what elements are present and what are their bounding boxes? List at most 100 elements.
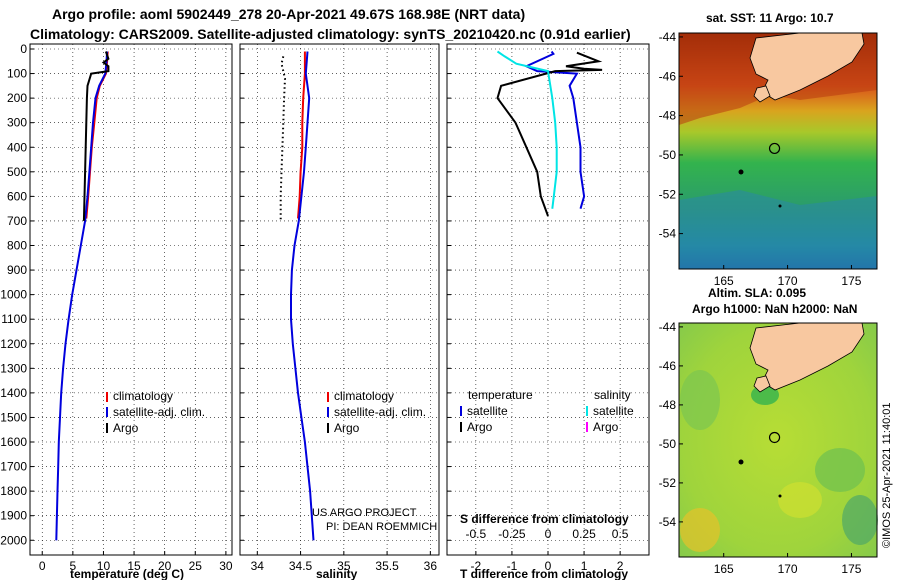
value-tick-label: 0 — [39, 559, 46, 573]
value-tick-label: -1 — [507, 559, 518, 573]
salinity-axis-label: salinity — [316, 567, 358, 580]
value-tick-label: 36 — [424, 559, 438, 573]
salinity-panel: 34 34.5 35 35.5 36 salinity climatology sate… — [239, 43, 440, 580]
lon-tick-label: 165 — [714, 274, 734, 288]
series-satellite-adj-clim- — [290, 51, 315, 541]
depth-tick-label: 900 — [7, 263, 27, 277]
depth-tick-label: 100 — [7, 67, 27, 81]
legend-salinity-head: salinity — [594, 388, 631, 402]
legend-argo-2: Argo — [334, 421, 360, 435]
depth-tick-label: 1400 — [0, 386, 27, 400]
legend-satellite-adj-2: satellite-adj. clim. — [334, 405, 426, 419]
legend-s-argo: Argo — [593, 420, 619, 434]
lat-tick-label: -46 — [659, 69, 677, 83]
stewart-island — [753, 85, 771, 103]
lat-tick-label: -50 — [659, 437, 677, 451]
depth-tick-label: 1800 — [0, 484, 27, 498]
value-tick-label: 5 — [70, 559, 77, 573]
campbell-island-2 — [778, 494, 782, 498]
lon-tick-label: 175 — [841, 274, 861, 288]
depth-tick-label: 500 — [7, 165, 27, 179]
salinity-diff-tick-label: -0.5 — [466, 527, 487, 541]
temperature-panel: 0 100 200 300 400 500 600 700 800 900 1000 1100 1200… — [0, 42, 233, 580]
lat-tick-label: -50 — [659, 148, 677, 162]
sst-cool-patch — [679, 190, 877, 269]
difference-legend: temperature salinity satellite Argo sate… — [460, 388, 634, 434]
s-difference-axis-label: S difference from climatology — [460, 512, 629, 526]
depth-tick-label: 1200 — [0, 337, 27, 351]
depth-tick-label: 800 — [7, 239, 27, 253]
lat-tick-label: -48 — [659, 109, 677, 123]
lat-tick-label: -44 — [659, 320, 677, 334]
stewart-island-2 — [753, 375, 771, 393]
legend-s-satellite: satellite — [593, 404, 634, 418]
value-tick-label: 20 — [158, 559, 172, 573]
value-tick-label: 35.5 — [375, 559, 399, 573]
depth-tick-label: 400 — [7, 140, 27, 154]
lon-tick-label: 170 — [778, 274, 798, 288]
depth-tick-label: 1600 — [0, 435, 27, 449]
lon-tick-label: 170 — [778, 562, 798, 576]
value-tick-label: 2 — [617, 559, 624, 573]
value-tick-label: -2 — [471, 559, 482, 573]
series-temperature-satellite — [523, 50, 586, 209]
series-argo — [82, 51, 110, 221]
sla-blob-4 — [778, 482, 822, 518]
depth-tick-label: 1900 — [0, 509, 27, 523]
t-difference-axis-label: T difference from climatology — [460, 567, 628, 580]
depth-tick-label: 200 — [7, 91, 27, 105]
depth-tick-label: 300 — [7, 116, 27, 130]
lat-tick-label: -46 — [659, 359, 677, 373]
depth-tick-label: 1000 — [0, 288, 27, 302]
legend-climatology-2: climatology — [334, 389, 394, 403]
value-tick-label: 0 — [545, 559, 552, 573]
salinity-diff-tick-label: -0.25 — [498, 527, 526, 541]
depth-tick-label: 1500 — [0, 410, 27, 424]
value-tick-label: 25 — [189, 559, 203, 573]
sla-map: Argo h1000: NaN h2000: NaN 165 170 175 -44 -… — [659, 302, 878, 576]
profile-title: Argo profile: aoml 5902449_278 20-Apr-20… — [52, 6, 526, 22]
depth-tick-label: 1300 — [0, 361, 27, 375]
lat-tick-label: -54 — [659, 515, 677, 529]
legend-climatology: climatology — [113, 389, 173, 403]
argo-position-marker-2 — [768, 431, 781, 444]
sla-blob-3 — [842, 495, 878, 545]
series-satellite-adj-clim- — [55, 51, 109, 541]
series-temperature-argo — [496, 51, 603, 217]
lon-tick-label: 165 — [714, 562, 734, 576]
pi-credit: PI: DEAN ROEMMICH — [326, 521, 437, 533]
lat-tick-label: -44 — [659, 30, 677, 44]
series-argo — [279, 56, 287, 221]
salinity-legend: climatology satellite-adj. clim. Argo — [327, 389, 426, 435]
series-salinity-satellite — [496, 50, 558, 209]
legend-temperature-head: temperature — [468, 388, 533, 402]
salinity-diff-tick-label: 0 — [545, 527, 552, 541]
sst-map: sat. SST: 11 Argo: 10.7 165 170 175 -44 -46 -… — [659, 11, 878, 300]
series-climatology — [297, 51, 306, 219]
value-tick-label: 35 — [337, 559, 351, 573]
legend-satellite-adj: satellite-adj. clim. — [113, 405, 205, 419]
value-tick-label: 1 — [581, 559, 588, 573]
campbell-island — [778, 204, 782, 208]
imos-timestamp: ©IMOS 25-Apr-2021 11:40:01 — [881, 403, 893, 548]
lat-tick-label: -48 — [659, 398, 677, 412]
depth-tick-label: 2000 — [0, 533, 27, 547]
value-tick-label: 34.5 — [289, 559, 313, 573]
sst-map-title: sat. SST: 11 Argo: 10.7 — [706, 11, 834, 25]
legend-t-satellite: satellite — [467, 404, 508, 418]
sla-blob-2 — [815, 448, 865, 492]
sla-blob-5 — [680, 508, 720, 552]
auckland-islands-2 — [738, 459, 744, 465]
salinity-diff-tick-label: 0.5 — [612, 527, 629, 541]
sla-map-title: Argo h1000: NaN h2000: NaN — [692, 302, 857, 316]
sla-blob-1 — [680, 370, 720, 430]
value-tick-label: 10 — [97, 559, 111, 573]
value-tick-label: 15 — [127, 559, 141, 573]
depth-tick-label: 1100 — [1, 312, 27, 326]
depth-tick-label: 600 — [7, 189, 27, 203]
auckland-islands — [738, 169, 744, 175]
sla-value: Altim. SLA: 0.095 — [708, 286, 806, 300]
argo-position-marker — [768, 142, 781, 155]
depth-tick-label: 700 — [7, 214, 27, 228]
